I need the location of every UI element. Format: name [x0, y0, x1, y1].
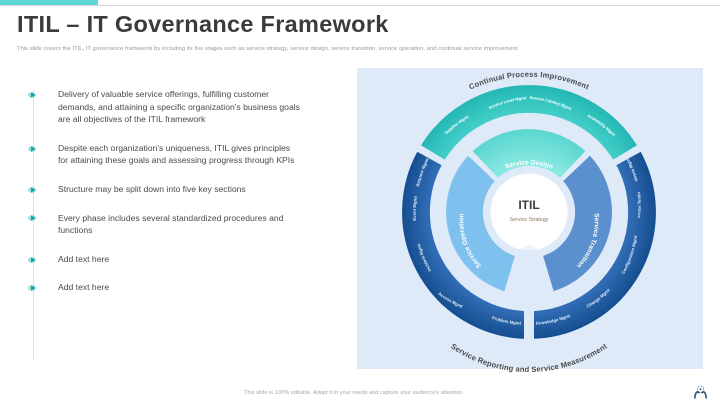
svg-text:Service Reporting and Service: Service Reporting and Service Measuremen… [449, 341, 609, 374]
svg-text:Service Strategy: Service Strategy [510, 217, 549, 223]
svg-text:ITIL: ITIL [518, 198, 539, 212]
